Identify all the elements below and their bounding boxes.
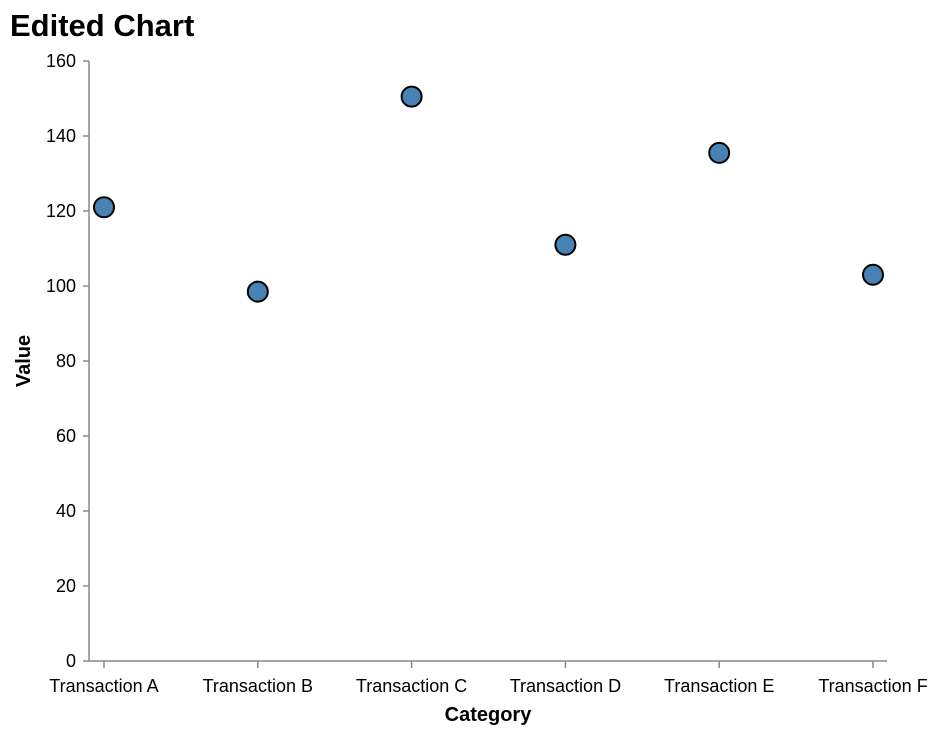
y-tick-label: 140 — [46, 126, 76, 146]
data-point[interactable] — [862, 263, 884, 286]
x-tick-label: Transaction C — [356, 676, 467, 696]
data-points — [93, 85, 884, 303]
data-point[interactable] — [554, 233, 577, 256]
x-tick-label: Transaction E — [664, 676, 774, 696]
x-tick-label: Transaction D — [510, 676, 621, 696]
chart-title: Edited Chart — [10, 8, 194, 43]
data-point[interactable] — [246, 280, 269, 303]
data-point[interactable] — [708, 141, 731, 164]
data-point[interactable] — [400, 85, 423, 108]
y-tick-label: 120 — [46, 201, 76, 221]
y-tick-label: 40 — [56, 501, 76, 521]
y-tick-label: 0 — [66, 651, 76, 671]
x-tick-label: Transaction A — [49, 676, 158, 696]
y-tick-label: 80 — [56, 351, 76, 371]
y-tick-label: 160 — [46, 51, 76, 71]
x-tick-label: Transaction B — [203, 676, 313, 696]
y-tick-label: 20 — [56, 576, 76, 596]
x-axis-title: Category — [445, 704, 533, 726]
y-tick-label: 100 — [46, 276, 76, 296]
y-axis: 0 20 40 60 80 100 120 140 160 — [46, 51, 90, 671]
x-axis: Transaction A Transaction B Transaction C T… — [49, 660, 928, 696]
y-axis-title: Value — [13, 335, 35, 387]
data-point[interactable] — [93, 196, 115, 219]
x-tick-label: Transaction F — [818, 676, 927, 696]
y-tick-label: 60 — [56, 426, 76, 446]
